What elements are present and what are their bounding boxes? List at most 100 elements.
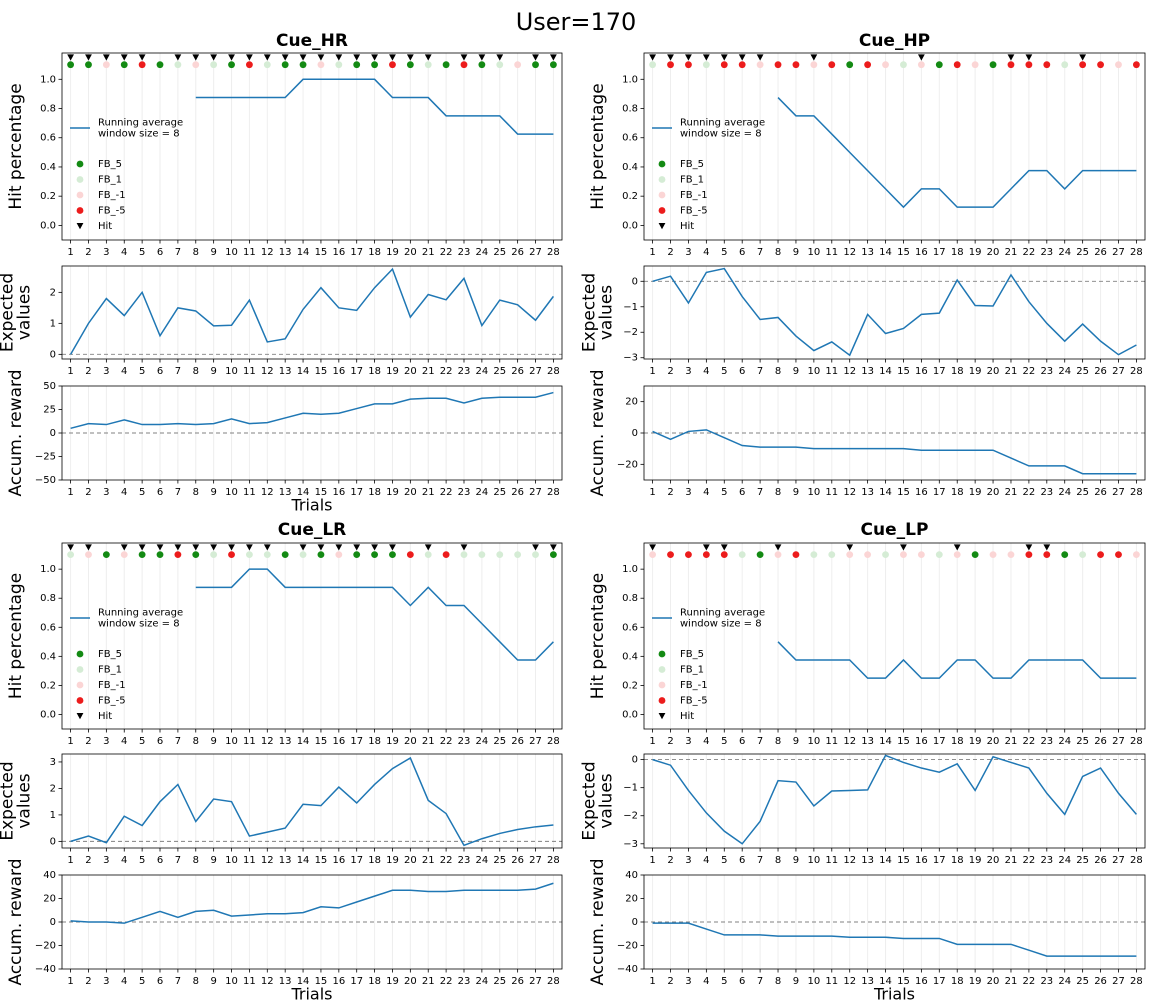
x-tick-label: 23	[458, 366, 471, 377]
hit-marker	[846, 544, 854, 551]
x-tick-label: 9	[793, 366, 799, 377]
x-tick-label: 11	[243, 736, 256, 747]
x-tick-label: 27	[1112, 736, 1125, 747]
legend-line-label: Running average window size = 8	[98, 118, 183, 140]
x-tick-label: 18	[951, 366, 964, 377]
x-tick-label: 10	[225, 976, 238, 987]
x-tick-label: 15	[315, 736, 328, 747]
x-tick-label: 5	[721, 855, 727, 866]
hit-marker	[120, 54, 128, 61]
hit-marker	[389, 544, 396, 551]
y-tick-label: 0.4	[622, 162, 638, 173]
panel-title: Cue_LR	[278, 520, 347, 540]
x-tick-label: 24	[1058, 736, 1071, 747]
legend-line-label: Running average window size = 8	[680, 118, 765, 140]
x-tick-label: 1	[649, 855, 655, 866]
x-tick-label: 1	[67, 976, 73, 987]
feedback-dot	[738, 61, 746, 69]
x-tick-label: 10	[807, 487, 820, 498]
x-tick-label: 16	[332, 736, 345, 747]
x-tick-label: 28	[1130, 487, 1143, 498]
x-tick-label: 7	[175, 247, 181, 258]
feedback-dot	[756, 551, 764, 559]
hit-marker	[138, 54, 146, 61]
x-tick-label: 11	[825, 487, 838, 498]
y-tick-label: 0.0	[622, 220, 638, 231]
y-tick-label: 0.0	[622, 709, 638, 720]
x-tick-label: 18	[951, 976, 964, 987]
x-tick-label: 12	[261, 736, 274, 747]
x-tick-label: 12	[843, 366, 856, 377]
y-tick-label: 20	[625, 397, 638, 408]
x-tick-label: 11	[243, 976, 256, 987]
hit-marker	[1025, 54, 1033, 61]
feedback-dot	[496, 551, 504, 559]
feedback-dot	[138, 61, 146, 69]
feedback-dot	[917, 551, 925, 559]
x-tick-label: 18	[368, 247, 381, 258]
feedback-dot	[156, 61, 164, 69]
x-tick-label: 25	[1076, 855, 1089, 866]
feedback-dot	[174, 551, 182, 559]
axes-frame	[61, 265, 563, 360]
axes-frame	[643, 52, 1146, 241]
feedback-dot	[353, 551, 361, 559]
x-tick-label: 2	[667, 855, 673, 866]
feedback-dot	[882, 61, 889, 69]
hit-marker	[550, 54, 557, 61]
x-tick-label: 14	[297, 366, 310, 377]
x-tick-label: 28	[547, 736, 560, 747]
x-tick-label: 6	[157, 736, 163, 747]
y-tick-label: 0	[50, 428, 56, 439]
hit-marker	[1043, 544, 1051, 551]
x-tick-label: 9	[793, 247, 799, 258]
x-tick-label: 2	[85, 247, 91, 258]
x-tick-label: 21	[422, 855, 435, 866]
x-tick-label: 4	[121, 976, 127, 987]
x-tick-label: 28	[1130, 366, 1143, 377]
x-tick-label: 6	[739, 855, 745, 866]
x-tick-label: 22	[1023, 855, 1036, 866]
legend: Running average window size = 8 FB_5 FB_1 FB…	[652, 118, 765, 232]
x-tick-label: 23	[1040, 487, 1053, 498]
x-tick-label: 27	[529, 366, 542, 377]
x-tick-label: 6	[157, 487, 163, 498]
y-tick-label: 0.6	[622, 622, 638, 633]
x-tick-label: 18	[368, 366, 381, 377]
hit-marker	[263, 544, 271, 551]
x-tick-label: 8	[193, 366, 199, 377]
x-tick-label: 26	[511, 247, 524, 258]
x-tick-label: 26	[511, 366, 524, 377]
x-tick-label: 4	[703, 976, 709, 987]
x-tick-label: 12	[843, 976, 856, 987]
y-tick-label: 0	[632, 755, 638, 766]
x-tick-label: 16	[915, 736, 928, 747]
x-tick-label: 13	[861, 247, 874, 258]
axes-frame	[643, 542, 1146, 730]
accum-reward-axes: 1 2 3 4 5 6 7 8 9 10 11 12 13 14 15 16 17 18 19 20 21 22 23 24 2…	[588, 858, 1146, 1004]
x-axis-label: Trials	[873, 985, 915, 1004]
x-tick-label: 9	[793, 487, 799, 498]
x-tick-label: 13	[279, 855, 292, 866]
x-tick-label: 24	[476, 366, 489, 377]
x-tick-label: 21	[1005, 976, 1018, 987]
feedback-dot	[810, 551, 818, 559]
hit-marker	[1025, 544, 1033, 551]
feedback-dot	[174, 61, 182, 69]
axes-frame	[61, 753, 563, 849]
accum-reward-line	[70, 391, 554, 430]
y-tick-label: 0.4	[40, 651, 56, 662]
feedback-dot	[1007, 61, 1015, 69]
x-tick-label: 6	[157, 976, 163, 987]
legend-item-label: FB_-5	[98, 206, 126, 217]
hit-marker	[67, 544, 74, 551]
feedback-dot	[424, 61, 432, 69]
legend-item-label: Hit	[680, 711, 694, 722]
x-tick-label: 22	[440, 855, 453, 866]
hit-marker	[371, 54, 378, 61]
legend-item-label: FB_-5	[680, 696, 708, 707]
x-tick-label: 13	[279, 366, 292, 377]
y-tick-label: 0.8	[622, 593, 638, 604]
x-tick-label: 7	[757, 247, 763, 258]
x-tick-label: 13	[861, 976, 874, 987]
